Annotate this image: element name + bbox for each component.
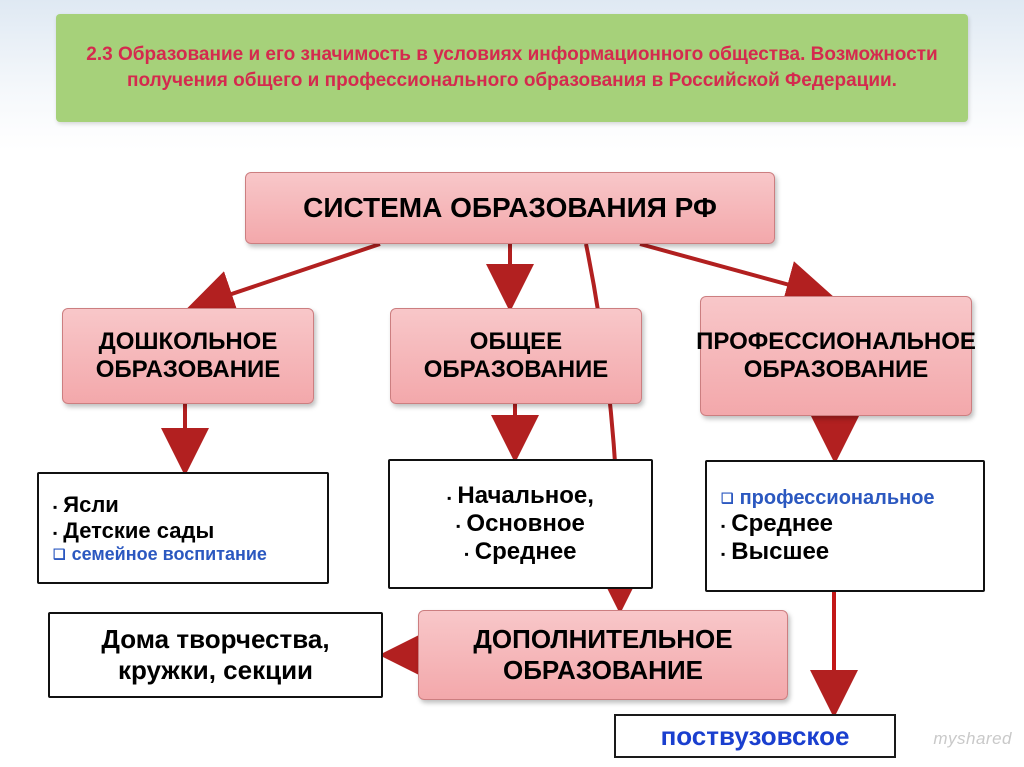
general-items: Начальное,ОсновноеСреднее (388, 459, 653, 589)
additional-items: Дома творчества, кружки, секции (48, 612, 383, 698)
professional-items: профессиональноеСреднееВысшее (705, 460, 985, 592)
preschool-items: ЯслиДетские садысемейное воспитание (37, 472, 329, 584)
node-professional: ПРОФЕССИОНАЛЬНОЕ ОБРАЗОВАНИЕ (700, 296, 972, 416)
node-additional: ДОПОЛНИТЕЛЬНОЕ ОБРАЗОВАНИЕ (418, 610, 788, 700)
node-preschool: ДОШКОЛЬНОЕ ОБРАЗОВАНИЕ (62, 308, 314, 404)
node-general: ОБЩЕЕ ОБРАЗОВАНИЕ (390, 308, 642, 404)
watermark: myshared (933, 729, 1012, 749)
node-root: СИСТЕМА ОБРАЗОВАНИЯ РФ (245, 172, 775, 244)
postgrad-box: поствузовское (614, 714, 896, 758)
header-text: 2.3 Образование и его значимость в услов… (86, 42, 938, 93)
diagram: СИСТЕМА ОБРАЗОВАНИЯ РФ ДОШКОЛЬНОЕ ОБРАЗО… (0, 150, 1024, 767)
header-box: 2.3 Образование и его значимость в услов… (56, 14, 968, 122)
